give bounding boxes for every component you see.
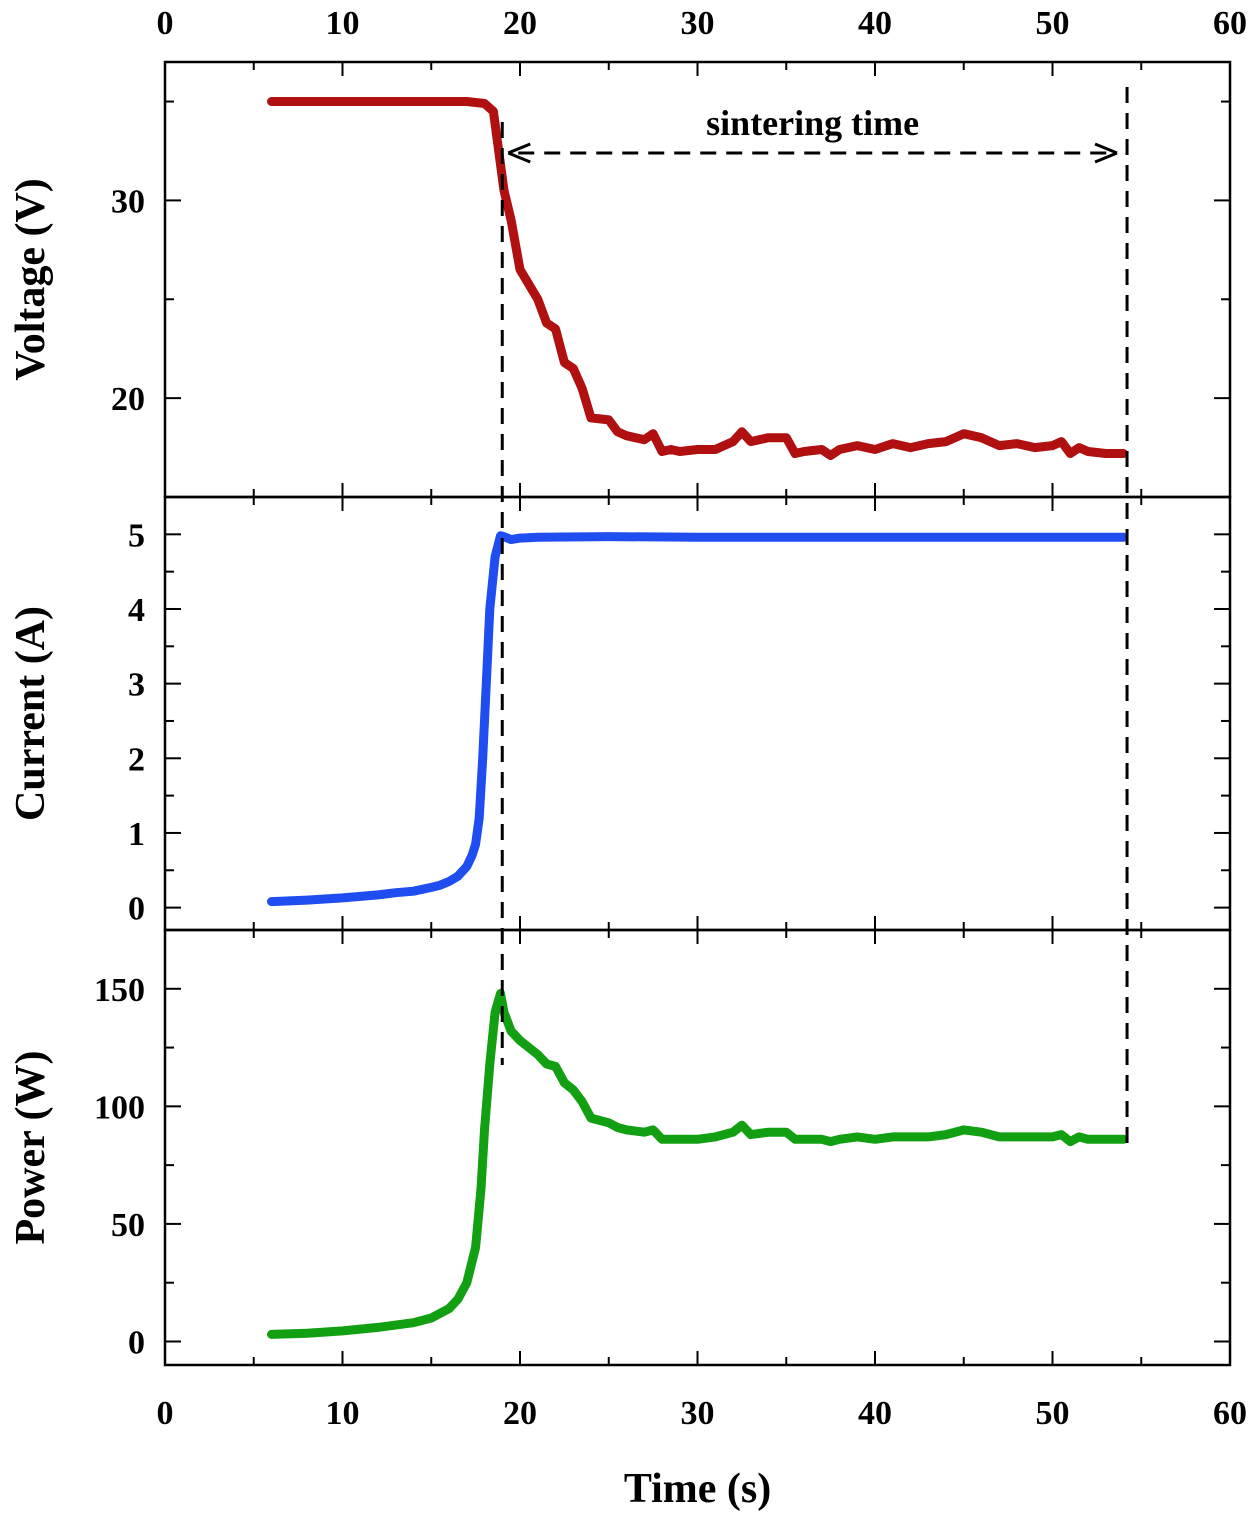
panel-3-ytick-label: 150 [94,972,145,1009]
panel-2-ytick-label: 2 [128,741,145,778]
arrowhead-left [507,142,531,164]
panel-2-frame [163,495,1232,932]
panel-1-frame [163,60,1232,499]
xtick-label-bottom: 10 [326,1395,360,1432]
panel-2-ytick-label: 3 [128,667,145,704]
panel-2-ytick-label: 0 [128,891,145,928]
panel-2-ytick-label: 4 [128,592,145,629]
panel-3-ytick-label: 0 [128,1324,145,1361]
xtick-label-top: 60 [1213,5,1247,42]
xtick-label-top: 10 [326,5,360,42]
xtick-label-top: 40 [858,5,892,42]
xtick-label-top: 30 [681,5,715,42]
panel-1-ytick-label: 30 [111,183,145,220]
panel-3-frame [163,928,1232,1367]
panel-3-series-line [267,989,1128,1339]
sintering-time-label: sintering time [706,103,919,143]
x-axis-title: Time (s) [624,1466,771,1512]
panel-1-series-line [267,97,1128,460]
panel-2-ylabel: Current (A) [8,606,54,821]
panel-1-ytick-label: 20 [111,381,145,418]
panel-2-ytick-label: 5 [128,517,145,554]
xtick-label-top: 20 [503,5,537,42]
xtick-label-top: 0 [157,5,174,42]
xtick-label-bottom: 20 [503,1395,537,1432]
xtick-label-top: 50 [1036,5,1070,42]
xtick-label-bottom: 0 [157,1395,174,1432]
panel-3-ytick-label: 50 [111,1207,145,1244]
panel-1-ylabel: Voltage (V) [8,178,54,381]
xtick-label-bottom: 30 [681,1395,715,1432]
xtick-label-bottom: 60 [1213,1395,1247,1432]
xtick-label-bottom: 50 [1036,1395,1070,1432]
panel-3-ytick-label: 100 [94,1089,145,1126]
panel-2-series-line [267,531,1128,907]
panel-3-ylabel: Power (W) [8,1051,54,1245]
xtick-label-bottom: 40 [858,1395,892,1432]
panel-2-ytick-label: 1 [128,816,145,853]
arrowhead-right [1094,142,1118,164]
